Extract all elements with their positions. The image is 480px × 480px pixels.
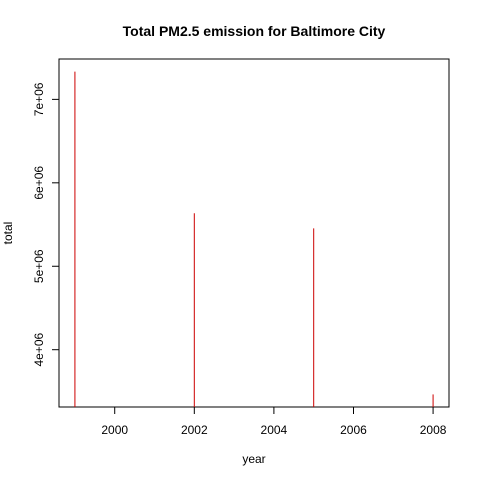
x-tick-label: 2008 (420, 423, 447, 437)
x-tick-label: 2002 (181, 423, 208, 437)
y-axis-label: total (1, 222, 15, 245)
y-tick-label: 5e+06 (32, 249, 46, 283)
x-axis: 2000 2002 2004 2006 2008 (101, 407, 447, 437)
x-tick-label: 2004 (261, 423, 288, 437)
chart-title: Total PM2.5 emission for Baltimore City (123, 23, 386, 39)
y-tick-label: 6e+06 (32, 166, 46, 200)
y-axis: 4e+06 5e+06 6e+06 7e+06 (32, 82, 59, 367)
x-axis-label: year (242, 452, 265, 466)
x-tick-label: 2000 (101, 423, 128, 437)
y-tick-label: 4e+06 (32, 333, 46, 367)
y-tick-label: 7e+06 (32, 82, 46, 116)
bar-marks (74, 71, 434, 407)
x-tick-label: 2006 (340, 423, 367, 437)
plot-frame (58, 58, 450, 408)
